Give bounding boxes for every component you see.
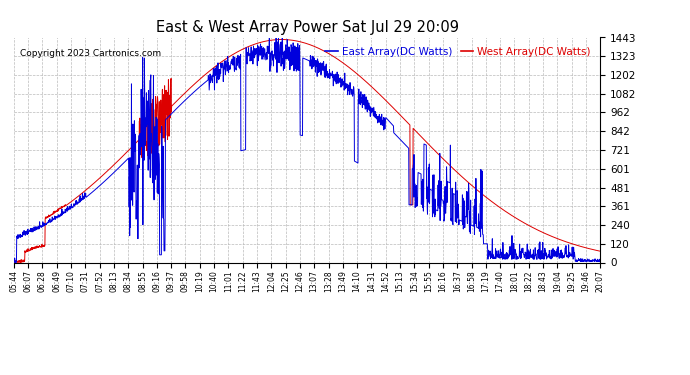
Title: East & West Array Power Sat Jul 29 20:09: East & West Array Power Sat Jul 29 20:09 [155,20,459,35]
Text: Copyright 2023 Cartronics.com: Copyright 2023 Cartronics.com [19,49,161,58]
Legend: East Array(DC Watts), West Array(DC Watts): East Array(DC Watts), West Array(DC Watt… [322,43,595,61]
